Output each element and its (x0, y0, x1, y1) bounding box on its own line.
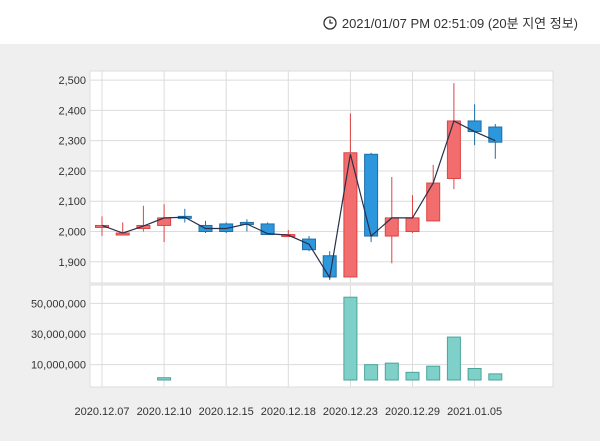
candle-body (322, 255, 337, 278)
price-tick-label: 2,500 (58, 75, 86, 87)
volume-tick-label: 10,000,000 (31, 360, 86, 372)
candle-body (343, 152, 358, 278)
price-tick-label: 2,400 (58, 105, 86, 117)
timestamp-row: 2021/01/07 PM 02:51:09 (20분 지연 정보) (323, 13, 578, 32)
volume-bar (488, 373, 503, 381)
volume-bar (405, 371, 420, 381)
clock-icon (323, 15, 337, 30)
x-tick-label: 2020.12.23 (323, 406, 378, 418)
volume-bar (343, 296, 358, 381)
x-tick-label: 2021.01.05 (447, 406, 502, 418)
candle-body (467, 120, 482, 133)
x-tick-label: 2020.12.18 (261, 406, 316, 418)
candle-body (426, 182, 441, 222)
volume-tick-label: 30,000,000 (31, 329, 86, 341)
x-tick-label: 2020.12.29 (385, 406, 440, 418)
volume-bar (157, 377, 172, 381)
volume-bar (364, 364, 379, 381)
volume-bar (467, 368, 482, 381)
candle-body (364, 153, 379, 237)
price-tick-label: 2,300 (58, 136, 86, 148)
chart-panel: 1,900 2,000 2,100 2,200 2,300 2,400 2,500 10,00… (0, 44, 600, 441)
candle-body (260, 223, 275, 236)
price-plot-area (89, 70, 554, 284)
volume-bar (426, 365, 441, 381)
candle-body (157, 217, 172, 226)
volume-tick-label: 50,000,000 (31, 298, 86, 310)
price-tick-label: 2,000 (58, 227, 86, 239)
ma-line (101, 120, 496, 280)
price-tick-label: 2,200 (58, 166, 86, 178)
volume-plot-area (89, 284, 554, 388)
candle-body (384, 217, 399, 237)
timestamp-text: 2021/01/07 PM 02:51:09 (20분 지연 정보) (341, 16, 578, 31)
volume-bar (446, 336, 461, 381)
header: 2021/01/07 PM 02:51:09 (20분 지연 정보) (0, 0, 600, 44)
x-tick-label: 2020.12.15 (199, 406, 254, 418)
chart-canvas: 1,900 2,000 2,100 2,200 2,300 2,400 2,500 10,00… (31, 70, 554, 418)
price-tick-label: 1,900 (58, 257, 86, 269)
volume-bar (384, 362, 399, 381)
x-tick-label: 2020.12.10 (137, 406, 192, 418)
candle-body (488, 126, 503, 143)
candle-body (446, 120, 461, 180)
price-tick-label: 2,100 (58, 196, 86, 208)
x-tick-label: 2020.12.07 (74, 406, 129, 418)
candle-body (219, 223, 234, 233)
candle-body (405, 217, 420, 233)
